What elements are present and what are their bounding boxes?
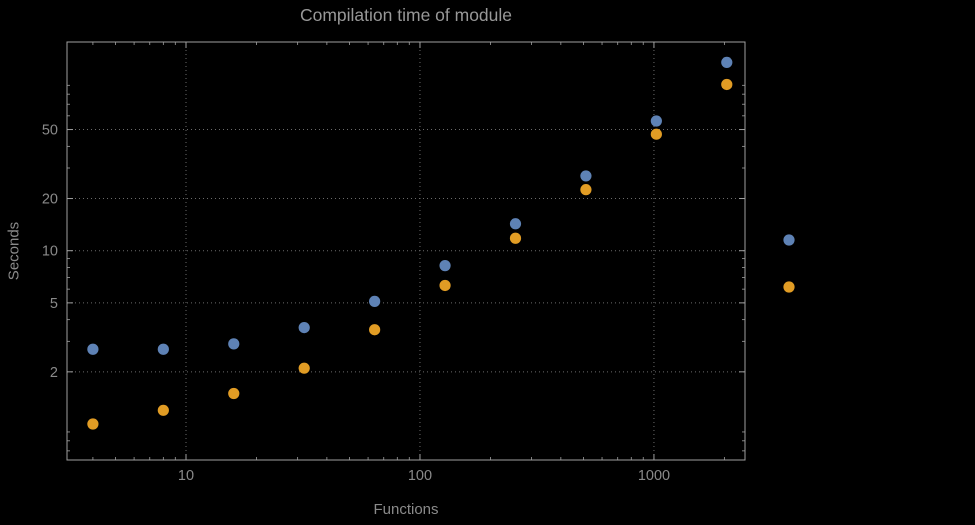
data-point-blue xyxy=(439,260,451,272)
plot-frame xyxy=(66,41,746,461)
data-point-orange xyxy=(369,324,381,336)
data-point-orange xyxy=(157,404,169,416)
y-tick-label: 50 xyxy=(42,123,58,139)
data-point-orange xyxy=(721,78,733,91)
data-point-orange xyxy=(439,279,451,292)
y-tick-label: 20 xyxy=(42,192,58,208)
data-point-orange xyxy=(87,418,99,430)
data-point-orange xyxy=(228,387,240,400)
data-point-orange xyxy=(298,362,310,374)
data-point-blue xyxy=(650,115,662,127)
data-point-blue xyxy=(87,343,99,355)
x-tick-label: 10 xyxy=(178,468,194,484)
data-point-orange xyxy=(509,232,522,244)
data-point-blue xyxy=(157,343,169,355)
data-point-blue xyxy=(298,321,310,334)
x-tick-label: 100 xyxy=(408,468,432,484)
legend-marker-blue xyxy=(783,234,795,246)
data-point-blue xyxy=(509,218,522,230)
y-tick-label: 2 xyxy=(50,365,58,381)
x-axis-label: Functions xyxy=(373,501,439,518)
y-tick-label: 5 xyxy=(50,296,58,312)
data-point-blue xyxy=(721,56,733,69)
data-point-blue xyxy=(228,338,240,350)
y-axis-label: Seconds xyxy=(5,221,23,281)
chart-title: Compilation time of module xyxy=(299,5,513,25)
data-point-blue xyxy=(580,170,592,182)
x-tick-label: 1000 xyxy=(638,468,670,484)
legend-marker-orange xyxy=(783,281,795,293)
data-point-blue xyxy=(369,295,381,307)
y-tick-label: 10 xyxy=(42,244,58,260)
data-point-orange xyxy=(650,128,662,140)
data-point-orange xyxy=(580,184,592,196)
